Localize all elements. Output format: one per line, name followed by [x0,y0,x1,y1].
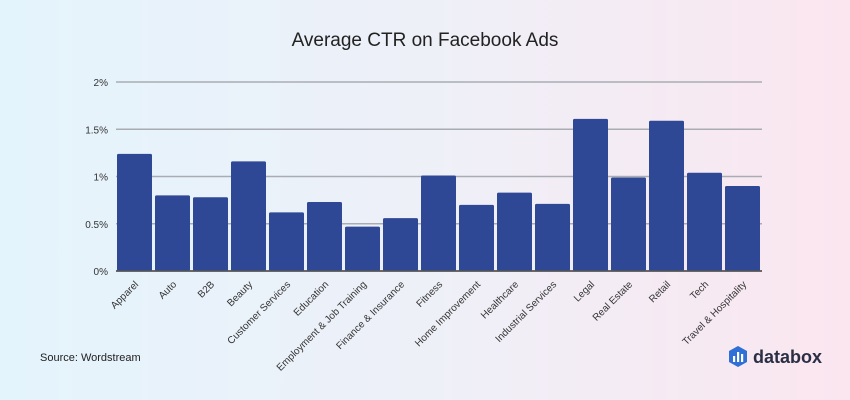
bar [497,192,532,271]
bar [269,212,304,271]
bar [345,226,380,271]
bar [117,153,152,271]
bar [649,120,684,272]
x-tick-label: Apparel [109,279,141,311]
bar [459,204,494,271]
bar [687,172,722,271]
bar [307,202,342,271]
x-tick-label: Customer Services [226,279,294,347]
x-tick-label: B2B [196,279,217,300]
x-tick-label: Tech [688,279,711,302]
x-tick-label: Education [292,279,331,318]
x-tick-label: Home Improvement [413,279,483,349]
bar [535,203,570,271]
x-tick-label: Auto [157,279,180,302]
bar [383,218,418,271]
logo-text: databox [753,346,823,367]
source-note: Source: Wordstream [40,352,141,364]
bar [231,161,266,271]
x-tick-label: Real Estate [591,279,636,324]
bar [611,177,646,271]
x-tick-label: Finance & Insurance [334,279,407,352]
chart-title: Average CTR on Facebook Ads [291,30,559,51]
databox-logo-icon [729,346,747,367]
y-tick-label: 1.5% [85,125,108,136]
y-tick-label: 2% [94,78,109,89]
x-tick-label: Legal [572,279,597,304]
bar [155,195,190,271]
x-tick-label: Fitness [415,279,446,310]
x-tick-label: Beauty [225,279,255,309]
y-tick-label: 0.5% [85,220,108,231]
y-tick-label: 0% [94,267,109,278]
x-tick-label: Retail [647,279,673,305]
databox-logo: databox [728,346,822,368]
y-tick-label: 1% [94,173,109,184]
bar [421,175,456,271]
bar [573,118,608,271]
bar [193,197,228,271]
x-tick-label: Travel & Hospitality [681,279,749,347]
bar [725,185,760,271]
